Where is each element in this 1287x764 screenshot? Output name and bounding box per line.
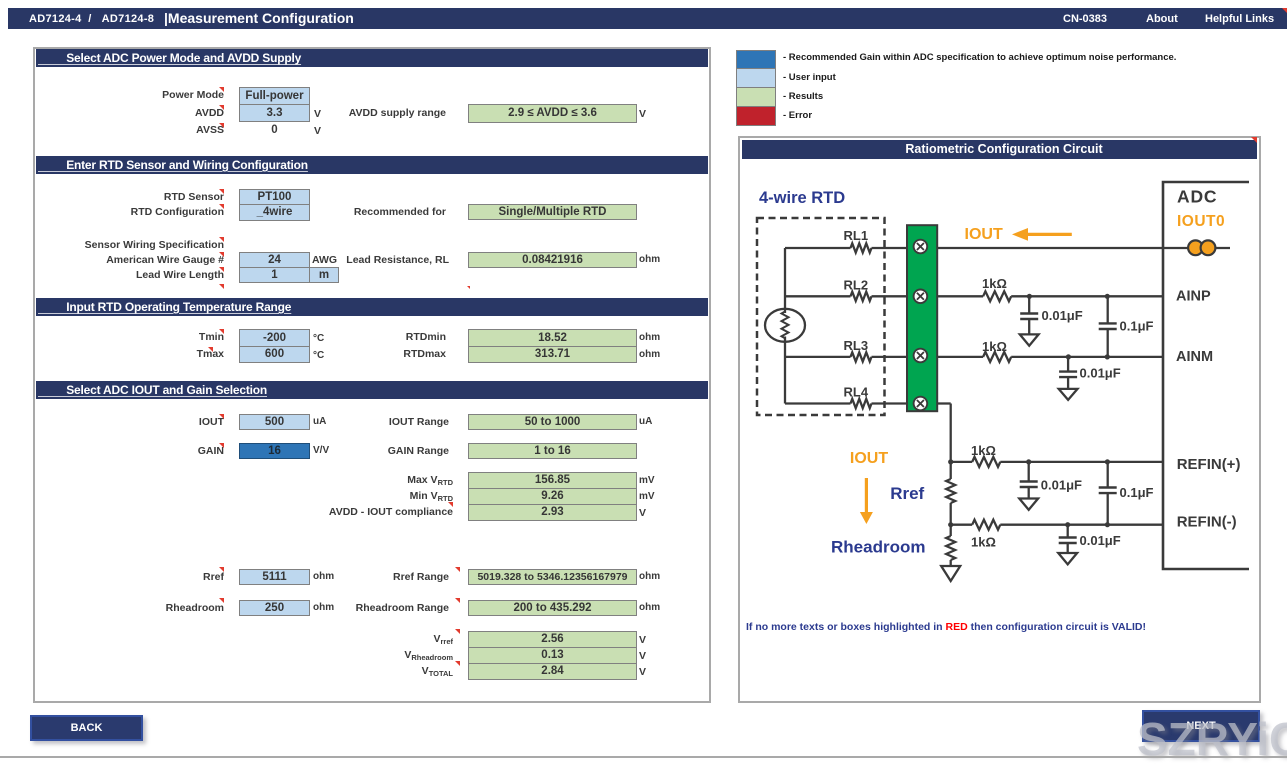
svg-text:AINM: AINM	[1176, 349, 1213, 365]
svg-text:RL4: RL4	[844, 385, 869, 400]
svg-text:4-wire RTD: 4-wire RTD	[759, 189, 845, 207]
svg-text:IOUT0: IOUT0	[1177, 213, 1225, 230]
svg-text:0.01μF: 0.01μF	[1080, 366, 1121, 381]
svg-text:IOUT: IOUT	[965, 226, 1003, 243]
svg-text:0.01μF: 0.01μF	[1041, 478, 1082, 493]
svg-text:Rref: Rref	[890, 484, 924, 503]
svg-text:0.01μF: 0.01μF	[1080, 533, 1121, 548]
svg-text:0.1μF: 0.1μF	[1120, 319, 1154, 334]
svg-text:Rheadroom: Rheadroom	[831, 538, 925, 557]
svg-text:REFIN(+): REFIN(+)	[1177, 456, 1241, 473]
svg-text:REFIN(-): REFIN(-)	[1177, 514, 1237, 531]
svg-text:0.01μF: 0.01μF	[1042, 308, 1083, 323]
svg-text:1kΩ: 1kΩ	[982, 276, 1007, 291]
svg-text:1kΩ: 1kΩ	[982, 339, 1007, 354]
svg-text:RL2: RL2	[844, 278, 869, 293]
svg-text:1kΩ: 1kΩ	[971, 443, 996, 458]
svg-text:RL3: RL3	[844, 338, 869, 353]
svg-text:IOUT: IOUT	[850, 450, 888, 467]
svg-text:ADC: ADC	[1177, 187, 1217, 207]
svg-text:RL1: RL1	[844, 228, 869, 243]
svg-text:1kΩ: 1kΩ	[971, 535, 996, 550]
svg-text:0.1μF: 0.1μF	[1120, 485, 1154, 500]
svg-text:AINP: AINP	[1176, 289, 1211, 305]
